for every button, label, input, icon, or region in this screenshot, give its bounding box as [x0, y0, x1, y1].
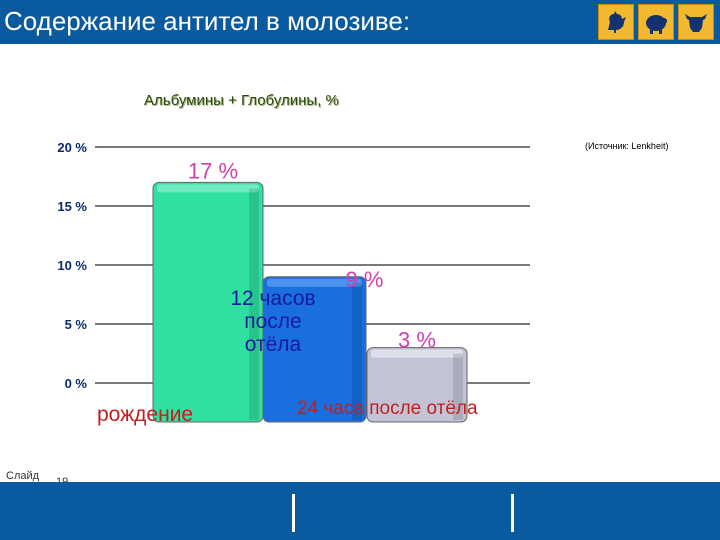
category-label: рождение	[97, 403, 194, 426]
category-label: 24 часа после отёла	[297, 398, 478, 419]
y-tick-label: 0 %	[65, 376, 88, 391]
y-tick-label: 20 %	[57, 140, 87, 155]
slide-title: Содержание антител в молозиве:	[4, 6, 411, 36]
chart-subtitle: Альбумины + Глобулины, %	[144, 92, 339, 109]
footer-divider	[511, 494, 514, 532]
footer-divider	[292, 494, 295, 532]
bar	[152, 181, 264, 423]
footer-bar	[0, 482, 720, 540]
bar-value-label: 9 %	[346, 267, 384, 292]
bar-value-label: 3 %	[398, 328, 436, 353]
source-note: (Источник: Lenkheit)	[585, 141, 669, 151]
header-bar: Содержание антител в молозиве:	[0, 0, 720, 44]
bar	[262, 276, 367, 423]
bar-value-label: 17 %	[188, 158, 238, 183]
pig-icon	[638, 4, 674, 40]
y-tick-label: 15 %	[57, 199, 87, 214]
animal-icons	[598, 4, 714, 40]
rooster-icon	[598, 4, 634, 40]
bar	[366, 347, 468, 423]
y-tick-label: 10 %	[57, 258, 87, 273]
cow-icon	[678, 4, 714, 40]
y-tick-label: 5 %	[65, 317, 88, 332]
category-label: 12 часов после отёла	[230, 287, 316, 357]
slide-label: Слайд	[6, 470, 40, 482]
